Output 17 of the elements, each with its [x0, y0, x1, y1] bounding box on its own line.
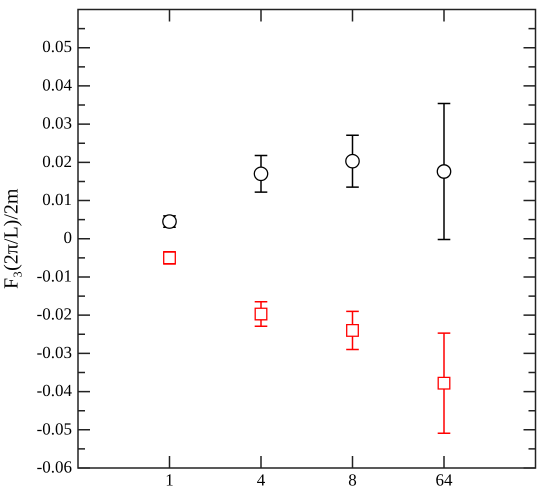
y-tick-label: 0.05: [42, 37, 72, 56]
y-tick-label: 0: [64, 228, 72, 248]
y-tick-label: 0.03: [42, 114, 72, 133]
y-tick-label: 0.04: [42, 75, 72, 94]
y-tick-label: 0.02: [42, 152, 72, 171]
y-tick-label: -0.02: [36, 304, 72, 324]
y-tick-label: -0.06: [36, 457, 72, 476]
x-tick-label: 8: [348, 470, 357, 489]
y-tick-label: -0.03: [36, 342, 72, 362]
y-tick-label: -0.04: [36, 381, 72, 400]
y-axis-title: F₃(2π/L)/2m: [0, 188, 22, 289]
y-tick-label: -0.05: [36, 419, 72, 438]
x-tick-label: 1: [165, 470, 174, 489]
x-tick-label: 64: [436, 470, 453, 489]
y-tick-label: -0.01: [36, 266, 72, 286]
y-tick-label: 0.01: [42, 190, 72, 210]
x-tick-label: 4: [256, 470, 266, 489]
